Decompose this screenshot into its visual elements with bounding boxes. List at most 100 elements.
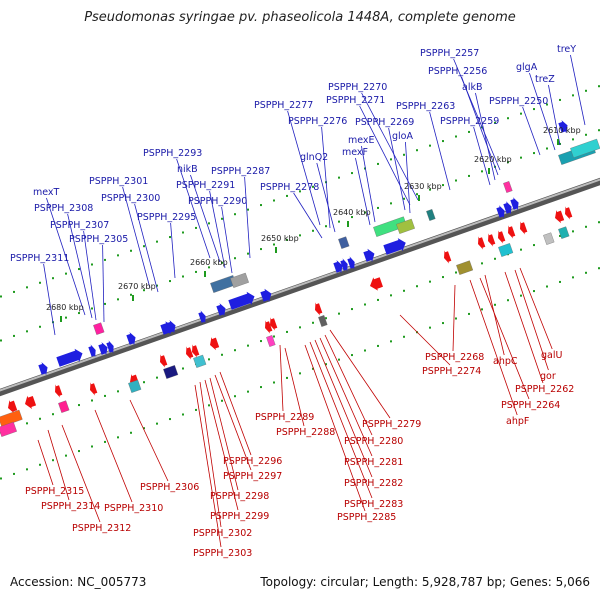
leader-line: [475, 92, 496, 181]
gene-label-mext: mexT: [33, 187, 60, 198]
tick-dot: [143, 381, 145, 384]
reverse-gene-arrow: [498, 230, 506, 244]
leader-line: [522, 106, 541, 156]
gene-label-pspph_2259: PSPPH_2259: [440, 116, 499, 127]
kbp-tick: [60, 316, 62, 322]
tick-dot: [208, 404, 210, 407]
tick-dot: [442, 322, 444, 325]
tick-dot: [156, 422, 158, 425]
gene-block: [58, 400, 70, 413]
tick-dot: [429, 280, 431, 283]
gene-label-pspph_2301: PSPPH_2301: [89, 176, 148, 187]
forward-gene-arrow: [88, 344, 96, 358]
tick-dot: [494, 121, 496, 124]
accession-text: Accession: NC_005773: [10, 575, 147, 589]
tick-dot: [351, 216, 353, 219]
forward-gene-arrow: [340, 258, 348, 272]
tick-dot: [559, 98, 561, 101]
kbp-marker-label: 2620 kbp: [474, 155, 512, 164]
tick-dot: [494, 303, 496, 306]
tick-dot: [65, 454, 67, 457]
tick-dot: [481, 170, 483, 173]
leader-line: [452, 284, 456, 352]
tick-dot: [455, 317, 457, 320]
gene-block: [543, 232, 555, 245]
tick-dot: [533, 152, 535, 155]
tick-dot: [26, 330, 28, 333]
leader-line: [479, 277, 530, 400]
gene-label-pspph_2310: PSPPH_2310: [104, 503, 163, 514]
leader-line: [359, 105, 411, 206]
gene-label-pspph_2291: PSPPH_2291: [176, 180, 235, 191]
leader-line: [219, 371, 252, 456]
tick-dot: [117, 436, 119, 439]
forward-gene-arrow: [228, 291, 255, 310]
reverse-gene-arrow: [555, 210, 565, 224]
tick-dot: [234, 213, 236, 216]
tick-dot: [39, 417, 41, 420]
tick-dot: [585, 271, 587, 274]
forward-gene-arrow: [503, 201, 512, 215]
kbp-marker-label: 2610 kbp: [543, 126, 581, 135]
gene-label-pspph_2268: PSPPH_2268: [425, 352, 484, 363]
tick-dot: [468, 312, 470, 315]
tick-dot: [208, 266, 210, 269]
gene-label-pspph_2293: PSPPH_2293: [143, 148, 202, 159]
leader-line: [453, 58, 501, 171]
tick-dot: [221, 399, 223, 402]
tick-dot: [286, 194, 288, 197]
gene-label-pspph_2288: PSPPH_2288: [276, 427, 335, 438]
tick-dot: [13, 334, 15, 337]
reverse-gene-arrow: [55, 384, 63, 398]
gene-label-mexf: mexF: [342, 147, 368, 158]
tick-dot: [104, 394, 106, 397]
tick-dot: [572, 276, 574, 279]
tick-dot: [260, 340, 262, 343]
gene-label-pspph_2311: PSPPH_2311: [10, 253, 69, 264]
forward-gene-arrow: [126, 332, 136, 346]
kbp-tick: [132, 295, 134, 301]
forward-gene-arrow: [216, 303, 226, 317]
tick-dot: [104, 302, 106, 305]
gene-label-pspph_2305: PSPPH_2305: [69, 234, 128, 245]
tick-dot: [520, 112, 522, 115]
tick-dot: [377, 162, 379, 165]
tick-dot: [286, 376, 288, 379]
forward-gene-arrow: [56, 348, 83, 367]
tick-dot: [442, 276, 444, 279]
leader-line: [570, 54, 586, 126]
tick-dot: [338, 220, 340, 223]
tick-dot: [312, 321, 314, 324]
reverse-gene-arrow: [192, 344, 200, 358]
leader-line: [122, 186, 151, 289]
leader-line: [388, 127, 406, 211]
gene-label-gloa: gloA: [392, 131, 413, 142]
gene-block: [498, 243, 514, 257]
tick-dot: [559, 234, 561, 237]
gene-label-pspph_2296: PSPPH_2296: [223, 456, 282, 467]
tick-dot: [507, 117, 509, 120]
map-title: Pseudomonas syringae pv. phaseolicola 14…: [84, 10, 516, 25]
tick-dot: [364, 303, 366, 306]
tick-dot: [364, 349, 366, 352]
gene-label-pspph_2269: PSPPH_2269: [355, 117, 414, 128]
tick-dot: [507, 299, 509, 302]
leader-line: [194, 384, 222, 548]
tick-dot: [286, 238, 288, 241]
tick-dot: [429, 326, 431, 329]
reverse-gene-arrow: [508, 225, 516, 239]
leader-line: [190, 174, 221, 263]
kbp-marker-label: 2650 kbp: [261, 234, 299, 243]
tick-dot: [247, 344, 249, 347]
kbp-tick: [275, 247, 277, 253]
reverse-gene-arrow: [444, 250, 452, 264]
tick-dot: [312, 185, 314, 188]
gene-label-alkb: alkB: [462, 82, 482, 93]
leader-line: [361, 92, 419, 201]
gene-label-pspph_2264: PSPPH_2264: [501, 400, 560, 411]
tick-dot: [546, 285, 548, 288]
tick-dot: [78, 312, 80, 315]
tick-dot: [416, 193, 418, 196]
reverse-gene-arrow: [565, 206, 573, 220]
tick-dot: [91, 263, 93, 266]
